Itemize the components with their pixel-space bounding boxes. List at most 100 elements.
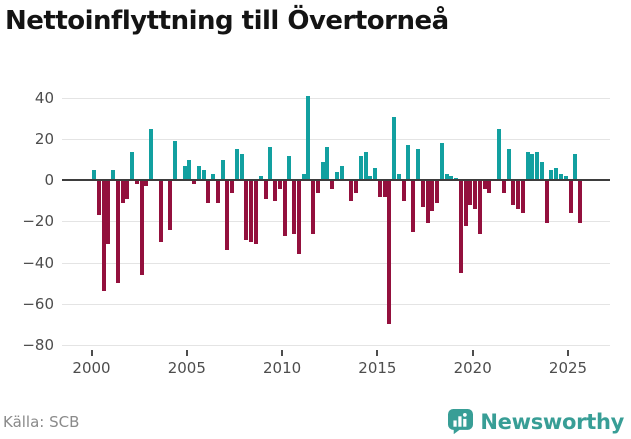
bar-negative (101, 180, 106, 292)
x-axis-tick-label: 2025 (548, 359, 588, 377)
bar-positive (320, 161, 325, 181)
bar-positive (454, 178, 459, 181)
bar-negative (330, 180, 335, 189)
gridline (62, 98, 610, 100)
bar-positive (392, 116, 397, 181)
x-axis-tick-label: 2015 (358, 359, 397, 377)
bar-positive (373, 167, 378, 181)
zero-line (62, 179, 610, 182)
bar-negative (292, 180, 297, 234)
bar-negative (158, 180, 163, 242)
bar-negative (420, 180, 425, 208)
x-axis-tick (185, 350, 188, 356)
x-axis-tick (471, 350, 474, 356)
x-axis-tick-label: 2000 (72, 359, 111, 377)
bar-negative (277, 180, 282, 189)
y-axis-tick-label: 0 (44, 171, 54, 190)
logo-bar-1 (453, 420, 458, 427)
x-axis-tick-label: 2005 (167, 359, 206, 377)
bar-negative (473, 180, 478, 210)
bar-positive (358, 155, 363, 181)
bar-negative (501, 180, 506, 193)
y-axis-tick-label: −60 (22, 294, 54, 313)
x-axis-tick-label: 2010 (263, 359, 302, 377)
bar-positive (149, 128, 154, 181)
bar-negative (115, 180, 120, 284)
bar-negative (425, 180, 430, 224)
bar-positive (554, 167, 559, 181)
bar-negative (387, 180, 392, 325)
bar-positive (335, 172, 339, 181)
y-axis-tick-label: −20 (22, 212, 54, 231)
y-axis-tick-label: −80 (22, 335, 54, 354)
bar-positive (406, 145, 411, 181)
bar-positive (182, 165, 187, 181)
bar-negative (401, 180, 406, 201)
bar-negative (134, 180, 139, 185)
bar-positive (220, 159, 225, 181)
bar-positive (187, 159, 192, 181)
bar-positive (439, 143, 444, 181)
y-axis-tick-label: 40 (34, 89, 54, 108)
y-axis-tick-label: 20 (34, 130, 54, 149)
bar-negative (244, 180, 249, 240)
gridline (62, 139, 610, 141)
bar-positive (211, 174, 216, 181)
plot-area (62, 85, 610, 346)
bar-positive (268, 147, 273, 181)
logo-dot (463, 412, 468, 417)
newsworthy-icon (448, 409, 474, 434)
bar-positive (173, 141, 177, 181)
bar-positive (234, 149, 239, 181)
bar-positive (130, 151, 135, 181)
bar-positive (258, 176, 263, 181)
bar-negative (382, 180, 387, 197)
bar-negative (106, 180, 111, 245)
bar-negative (520, 180, 525, 214)
bar-positive (396, 174, 401, 181)
bar-positive (525, 151, 530, 181)
bar-negative (463, 180, 468, 226)
bar-negative (458, 180, 463, 273)
bar-negative (206, 180, 211, 203)
source-note: Källa: SCB (3, 413, 80, 431)
bar-negative (516, 180, 521, 210)
y-axis-tick-label: −40 (22, 253, 54, 272)
bar-positive (239, 153, 244, 181)
bar-positive (539, 161, 544, 181)
bar-negative (315, 180, 320, 193)
bar-positive (444, 174, 449, 181)
bar-negative (354, 180, 359, 193)
bar-negative (168, 180, 173, 230)
bar-negative (215, 180, 220, 203)
bar-negative (411, 180, 416, 232)
bar-positive (549, 170, 554, 181)
bar-positive (363, 151, 368, 181)
bar-negative (349, 180, 354, 201)
logo-bar-3 (463, 418, 467, 427)
bar-positive (449, 176, 454, 181)
bar-positive (201, 170, 206, 181)
bar-negative (568, 180, 573, 214)
x-axis-tick (90, 350, 93, 356)
bar-positive (368, 176, 373, 181)
bar-negative (311, 180, 316, 234)
bar-negative (468, 180, 473, 205)
bar-negative (435, 180, 440, 203)
bar-negative (282, 180, 287, 236)
chart-title: Nettoinflyttning till Övertorneå (5, 6, 449, 36)
bar-negative (230, 180, 235, 193)
x-axis-tick-label: 2020 (453, 359, 492, 377)
logo-bar-2 (458, 416, 462, 427)
bar-negative (430, 180, 435, 212)
bar-negative (96, 180, 101, 216)
bar-negative (249, 180, 254, 242)
bar-negative (125, 180, 130, 199)
bar-negative (144, 180, 149, 187)
bar-positive (339, 165, 344, 181)
bar-negative (487, 180, 492, 193)
x-axis-tick (281, 350, 284, 356)
bar-positive (573, 153, 578, 181)
bar-positive (497, 128, 502, 181)
